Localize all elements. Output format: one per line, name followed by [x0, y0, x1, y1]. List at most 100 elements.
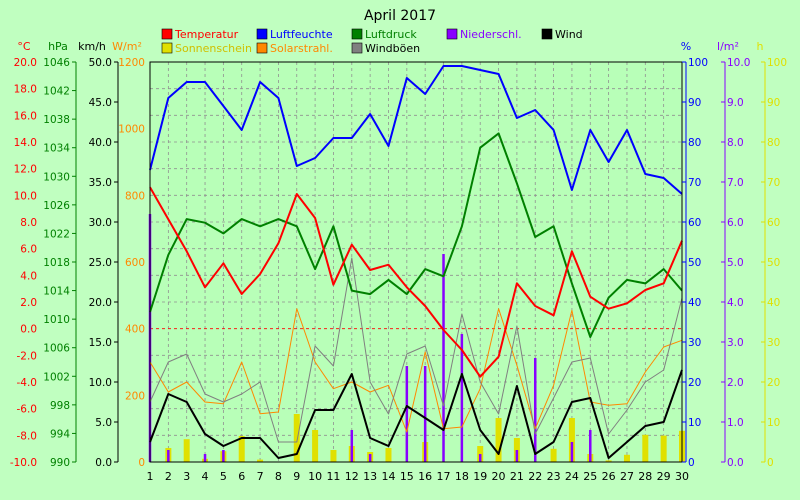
axis-tick-label-rain: 6.0 — [727, 217, 744, 229]
axis-tick-label-pressure: 1014 — [43, 286, 70, 298]
plot-area — [150, 62, 682, 462]
axis-tick-label-wind: 10.0 — [89, 377, 112, 389]
axis-tick-label-humidity: 70 — [688, 177, 701, 189]
axis-tick-label-temp: -4.0 — [17, 377, 38, 389]
axis-tick-label-temp: 12.0 — [14, 164, 37, 176]
rain-bar-day-19 — [478, 454, 482, 462]
x-tick-label: 8 — [275, 470, 282, 483]
rain-bar-day-16 — [423, 366, 427, 462]
x-tick-label: 13 — [363, 470, 377, 483]
x-tick-label: 25 — [583, 470, 597, 483]
axis-tick-label-humidity: 40 — [688, 297, 701, 309]
axis-tick-label-sun: 90 — [767, 97, 780, 109]
axis-tick-label-solar: 400 — [125, 324, 145, 336]
axis-unit-pressure: hPa — [48, 40, 68, 53]
rain-bar-day-4 — [203, 454, 207, 462]
axis-tick-label-sun: 60 — [767, 217, 780, 229]
axis-tick-label-pressure: 998 — [50, 400, 70, 412]
x-tick-label: 22 — [528, 470, 542, 483]
axis-tick-label-pressure: 1018 — [43, 257, 70, 269]
rain-bar-day-21 — [515, 450, 519, 462]
axis-tick-label-sun: 50 — [767, 257, 780, 269]
axis-tick-label-solar: 200 — [125, 390, 145, 402]
x-tick-label: 1 — [147, 470, 154, 483]
axis-unit-humidity: % — [681, 40, 691, 53]
legend-label: Temperatur — [174, 28, 239, 41]
x-tick-label: 6 — [238, 470, 245, 483]
axis-tick-label-sun: 80 — [767, 137, 780, 149]
rain-bar-day-13 — [368, 454, 372, 462]
axis-tick-label-sun: 100 — [767, 57, 787, 69]
sunshine-bar-day-26 — [605, 460, 612, 462]
series-line-temperatur — [149, 186, 683, 378]
axis-tick-label-humidity: 20 — [688, 377, 701, 389]
axis-tick-label-temp: 0.0 — [20, 324, 37, 336]
sunshine-bar-day-3 — [183, 439, 190, 462]
axis-tick-label-rain: 9.0 — [727, 97, 744, 109]
axis-unit-temp: °C — [17, 40, 31, 53]
x-tick-label: 3 — [183, 470, 190, 483]
axis-tick-label-wind: 40.0 — [89, 137, 112, 149]
x-tick-label: 16 — [418, 470, 432, 483]
axis-tick-label-rain: 4.0 — [727, 297, 744, 309]
sunshine-bar-day-27 — [623, 454, 630, 462]
axis-tick-label-pressure: 1010 — [43, 314, 70, 326]
legend-label: Sonnenschein — [175, 42, 252, 55]
x-tick-label: 5 — [220, 470, 227, 483]
sunshine-bar-day-28 — [642, 434, 649, 462]
rain-bar-day-2 — [167, 450, 170, 462]
x-tick-label: 24 — [565, 470, 579, 483]
axis-tick-label-wind: 0.0 — [95, 457, 112, 469]
sunshine-bar-day-24 — [568, 418, 575, 462]
sunshine-bar-day-11 — [330, 450, 337, 462]
axis-tick-label-temp: 16.0 — [14, 110, 37, 122]
axis-tick-label-rain: 7.0 — [727, 177, 744, 189]
sunshine-bar-day-7 — [257, 459, 264, 462]
axis-tick-label-temp: 14.0 — [14, 137, 37, 149]
axis-tick-label-wind: 5.0 — [95, 417, 112, 429]
axis-tick-label-solar: 800 — [125, 190, 145, 202]
x-tick-label: 2 — [165, 470, 172, 483]
axis-tick-label-wind: 50.0 — [89, 57, 112, 69]
series-line-luftdruck — [149, 132, 683, 338]
legend-label: Luftdruck — [365, 28, 417, 41]
x-tick-label: 12 — [345, 470, 359, 483]
axis-tick-label-solar: 1200 — [118, 57, 145, 69]
rain-bar-day-22 — [533, 358, 537, 462]
axis-tick-label-sun: 30 — [767, 337, 780, 349]
axis-tick-label-sun: 20 — [767, 377, 780, 389]
axis-tick-label-temp: 8.0 — [20, 217, 37, 229]
axis-tick-label-pressure: 1046 — [43, 57, 70, 69]
axis-tick-label-sun: 40 — [767, 297, 780, 309]
axis-tick-label-temp: -8.0 — [17, 430, 38, 442]
axis-tick-label-temp: 6.0 — [20, 244, 37, 256]
legend-swatch — [351, 42, 363, 54]
axis-tick-label-rain: 1.0 — [727, 417, 744, 429]
axis-unit-solar: W/m² — [112, 40, 142, 53]
sunshine-bar-day-14 — [385, 448, 392, 462]
axis-tick-label-humidity: 100 — [688, 57, 708, 69]
legend-swatch — [541, 28, 553, 40]
x-tick-label: 18 — [455, 470, 469, 483]
x-tick-label: 21 — [510, 470, 524, 483]
x-tick-label: 17 — [437, 470, 451, 483]
axis-tick-label-pressure: 994 — [50, 428, 70, 440]
axis-tick-label-temp: -6.0 — [17, 404, 38, 416]
series-line-luftfeuchte — [149, 65, 683, 195]
x-tick-label: 11 — [326, 470, 340, 483]
series-line-solarstrahl- — [149, 308, 683, 433]
axis-tick-label-temp: 10.0 — [14, 190, 37, 202]
axis-tick-label-rain: 2.0 — [727, 377, 744, 389]
sunshine-bar-day-23 — [550, 448, 557, 462]
axis-tick-label-solar: 1000 — [118, 124, 145, 136]
axis-tick-label-pressure: 1002 — [43, 371, 70, 383]
x-tick-label: 30 — [675, 470, 689, 483]
legend-swatch — [351, 28, 363, 40]
legend-label: Solarstrahl. — [270, 42, 333, 55]
rain-bar-day-12 — [350, 430, 354, 462]
axis-tick-label-pressure: 1042 — [43, 86, 70, 98]
x-tick-label: 23 — [547, 470, 561, 483]
axis-tick-label-solar: 0 — [138, 457, 145, 469]
axis-tick-label-wind: 25.0 — [89, 257, 112, 269]
legend-label: Luftfeuchte — [270, 28, 333, 41]
